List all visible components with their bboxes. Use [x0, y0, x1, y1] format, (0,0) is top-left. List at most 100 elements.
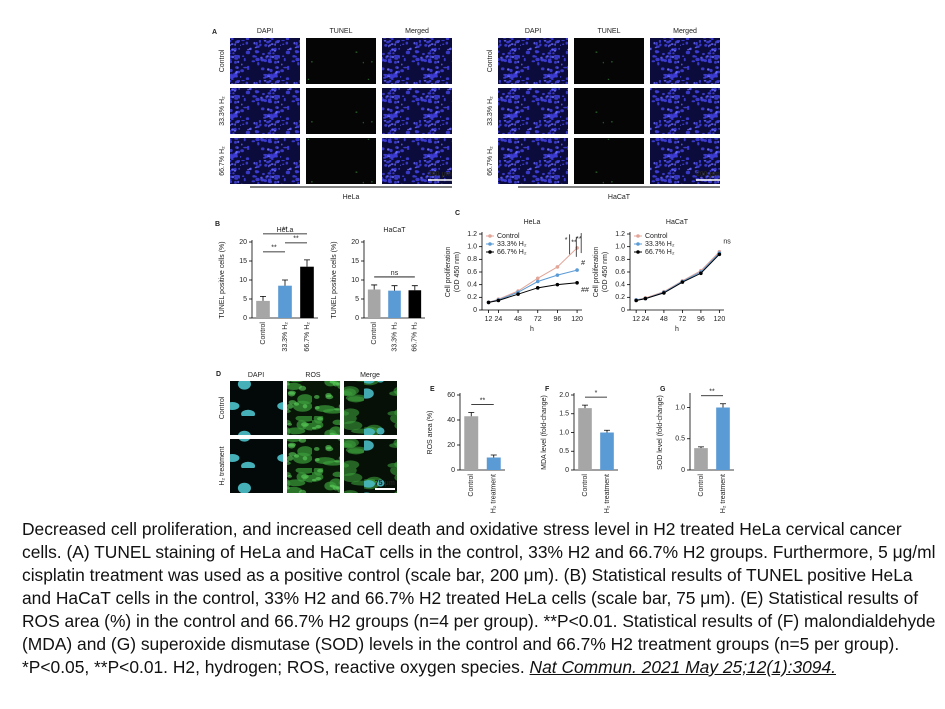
- legend-marker: [636, 234, 640, 238]
- micrograph: [344, 439, 397, 493]
- x-axis-label: h: [530, 326, 534, 333]
- column-header: DAPI: [525, 28, 541, 35]
- caption-text: Decreased cell proliferation, and increa…: [22, 519, 936, 677]
- x-tick-label: Control: [260, 322, 267, 345]
- chart-title: HaCaT: [383, 227, 406, 234]
- x-tick-label: H₂ treatment: [491, 474, 498, 513]
- y-tick-label: 0.6: [467, 269, 477, 276]
- micrograph: [306, 38, 376, 84]
- legend-marker: [636, 250, 640, 254]
- series-line: [488, 282, 578, 303]
- legend-marker: [488, 234, 492, 238]
- y-tick-label: 20: [447, 442, 455, 449]
- y-tick-label: 20: [239, 239, 247, 246]
- error-bar: [604, 429, 610, 433]
- bar: [486, 457, 501, 470]
- micrograph: [574, 88, 644, 134]
- x-tick-label: 72: [678, 316, 686, 323]
- row-label: 33.3% H₂: [487, 96, 494, 126]
- y-tick-label: 2.0: [559, 392, 569, 399]
- bar: [256, 300, 270, 318]
- y-tick-label: 0.2: [615, 294, 625, 301]
- legend-label: 66.7% H₂: [497, 249, 527, 256]
- series-line: [636, 251, 720, 301]
- y-tick-label: 1.0: [615, 244, 625, 251]
- column-header: Merged: [405, 28, 429, 35]
- y-axis-label: (OD 450 nm): [602, 252, 609, 292]
- x-tick-label: 66.7% H₂: [304, 322, 311, 352]
- micrograph: [650, 88, 720, 134]
- bar: [600, 432, 614, 470]
- micrograph: [230, 138, 300, 184]
- error-bar: [282, 279, 288, 286]
- micrograph: [287, 439, 340, 493]
- sig-label: ns: [391, 270, 399, 277]
- sig-label: **: [571, 240, 577, 247]
- column-header: DAPI: [248, 372, 264, 379]
- legend-marker: [636, 242, 640, 246]
- legend-label: 66.7% H₂: [645, 249, 675, 256]
- x-tick-label: 33.3% H₂: [391, 322, 398, 352]
- y-tick-label: 0: [621, 307, 625, 314]
- error-bar: [490, 454, 497, 458]
- bar: [578, 408, 592, 470]
- row-label: Control: [219, 396, 226, 419]
- x-tick-label: Control: [698, 474, 705, 497]
- column-header: Merge: [360, 372, 380, 379]
- error-bar: [582, 404, 588, 409]
- y-tick-label: 1.5: [559, 411, 569, 418]
- x-tick-label: 66.7% H₂: [412, 322, 419, 352]
- error-bar: [468, 412, 475, 417]
- x-tick-label: 24: [494, 316, 502, 323]
- bar: [464, 416, 479, 470]
- citation-link[interactable]: Nat Commun. 2021 May 25;12(1):3094.: [529, 657, 836, 677]
- data-point: [535, 279, 540, 284]
- micrograph: [382, 38, 452, 84]
- sig-label: **: [709, 389, 715, 396]
- micrograph: [574, 138, 644, 184]
- x-tick-label: 72: [534, 316, 542, 323]
- column-header: Merged: [673, 28, 697, 35]
- x-tick-label: H₂ treatment: [720, 474, 727, 513]
- sig-label: **: [576, 236, 582, 243]
- scale-label: 200 μm: [696, 171, 720, 178]
- y-tick-label: 10: [351, 277, 359, 284]
- y-tick-label: 0: [565, 467, 569, 474]
- panel-label: C: [455, 210, 460, 217]
- sig-label: *: [595, 390, 598, 397]
- data-point: [662, 291, 666, 295]
- y-axis-label: (OD 450 nm): [454, 252, 461, 292]
- chart-title: HaCaT: [666, 219, 689, 226]
- y-tick-label: 0: [355, 315, 359, 322]
- row-label: Control: [219, 49, 226, 72]
- micrograph: [650, 38, 720, 84]
- panel-label: A: [212, 29, 217, 36]
- series-line: [636, 252, 720, 301]
- y-tick-label: 0.8: [615, 256, 625, 263]
- bar: [300, 266, 314, 318]
- y-axis-label: TUNEL positive cells (%): [331, 241, 338, 318]
- row-label: 66.7% H₂: [487, 146, 494, 176]
- micrograph: [287, 381, 340, 435]
- error-bar: [698, 446, 704, 449]
- micrograph: [574, 38, 644, 84]
- sig-label: **: [282, 227, 288, 234]
- y-tick-label: 60: [447, 392, 455, 399]
- row-label: 66.7% H₂: [219, 146, 226, 176]
- group-label: HeLa: [343, 194, 360, 201]
- data-point: [643, 296, 648, 301]
- y-tick-label: 1.0: [559, 429, 569, 436]
- data-point: [575, 280, 579, 285]
- panel-label: D: [216, 371, 221, 378]
- sig-label: ns: [723, 238, 731, 245]
- y-tick-label: 15: [351, 258, 359, 265]
- x-tick-label: 96: [554, 316, 562, 323]
- sig-label: **: [293, 236, 299, 243]
- y-tick-label: 40: [447, 417, 455, 424]
- x-tick-label: 120: [714, 316, 726, 323]
- micrograph: [230, 381, 283, 435]
- data-point: [680, 280, 685, 284]
- error-bar: [260, 295, 266, 301]
